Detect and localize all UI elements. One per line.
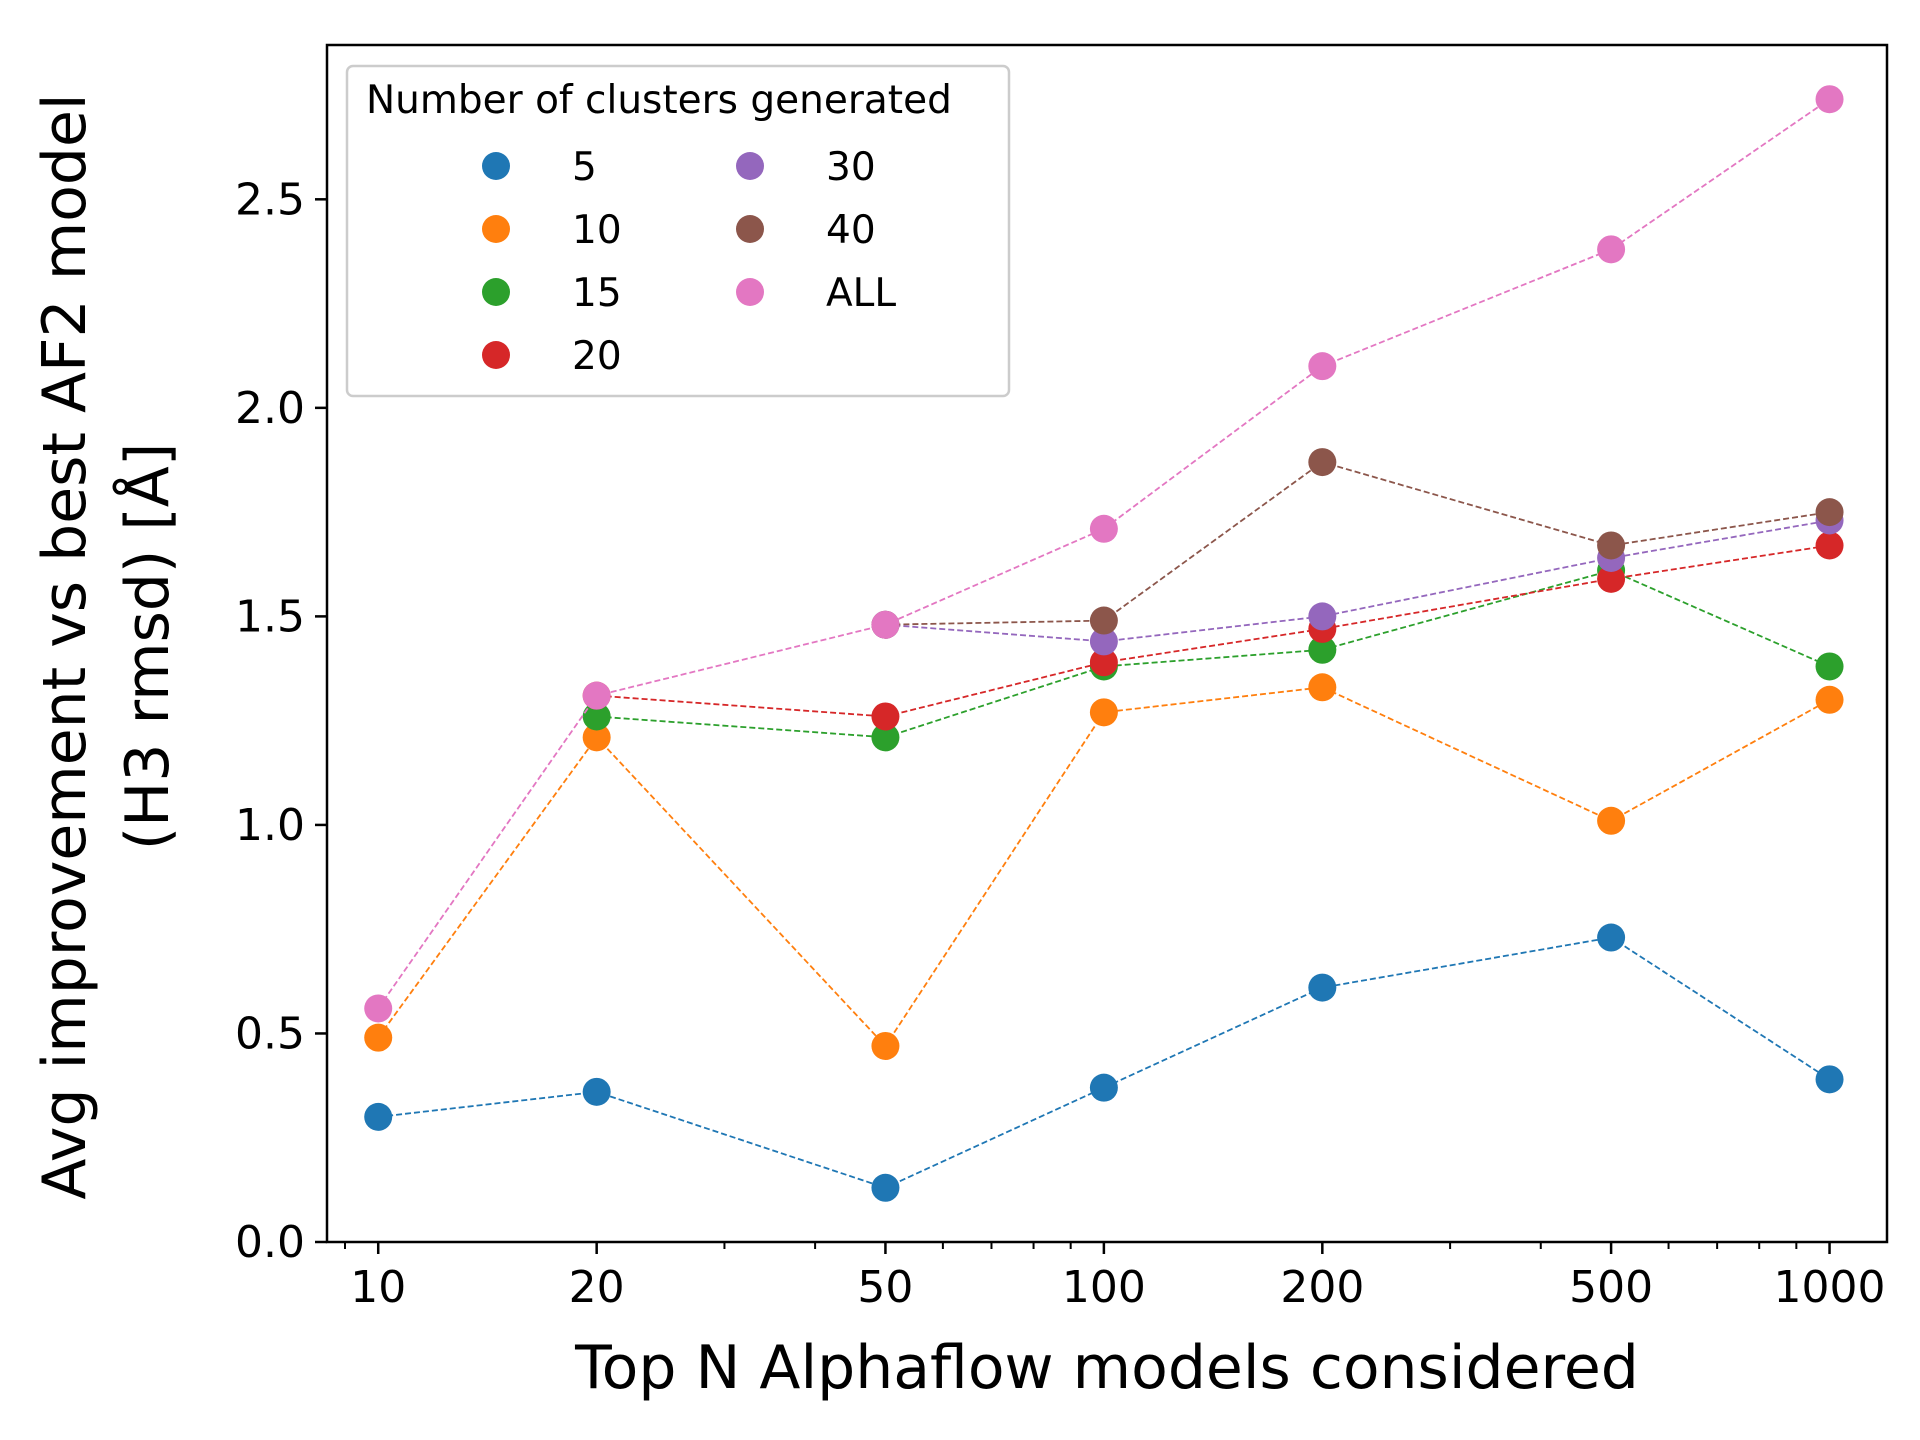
data-point bbox=[871, 1173, 900, 1202]
x-axis-title: Top N Alphaflow models considered bbox=[574, 1333, 1639, 1403]
legend-marker bbox=[736, 278, 764, 306]
legend-marker bbox=[736, 215, 764, 243]
series-layer bbox=[364, 85, 1844, 1202]
data-point bbox=[1815, 498, 1844, 527]
x-tick-label: 1000 bbox=[1774, 1262, 1886, 1313]
legend-marker bbox=[482, 341, 510, 369]
y-tick-label: 2.5 bbox=[235, 174, 305, 225]
legend-label: 15 bbox=[572, 271, 622, 316]
data-point bbox=[1308, 352, 1337, 381]
data-point bbox=[1089, 606, 1118, 635]
data-point bbox=[1308, 448, 1337, 477]
data-point bbox=[1597, 531, 1626, 560]
data-point bbox=[364, 1102, 393, 1131]
series-all bbox=[364, 85, 1844, 1023]
series-line bbox=[596, 544, 1830, 718]
data-point bbox=[1815, 85, 1844, 114]
data-point bbox=[1597, 923, 1626, 952]
data-point bbox=[1308, 673, 1337, 702]
y-tick-label: 0.0 bbox=[235, 1217, 305, 1268]
y-tick-label: 2.0 bbox=[235, 383, 305, 434]
x-tick-label: 200 bbox=[1280, 1262, 1364, 1313]
data-point bbox=[871, 610, 900, 639]
data-point bbox=[1089, 627, 1118, 656]
legend-label: 5 bbox=[572, 145, 597, 190]
data-point bbox=[1815, 1065, 1844, 1094]
x-tick-label: 500 bbox=[1569, 1262, 1653, 1313]
data-point bbox=[871, 723, 900, 752]
data-point bbox=[1089, 1073, 1118, 1102]
data-point bbox=[1597, 806, 1626, 835]
x-tick-label: 10 bbox=[350, 1262, 406, 1313]
x-tick-label: 100 bbox=[1062, 1262, 1146, 1313]
series-10 bbox=[364, 673, 1844, 1060]
data-point bbox=[1308, 973, 1337, 1002]
y-tick-label: 1.5 bbox=[235, 591, 305, 642]
x-tick-label: 50 bbox=[857, 1262, 913, 1313]
legend-marker bbox=[482, 152, 510, 180]
ticks-layer: 0.0 0.5 1.0 1.5 2.0 2.5 10 20 50 100 200 500 1000 bbox=[235, 174, 1886, 1313]
plot-frame bbox=[325, 43, 1889, 1244]
legend-label: ALL bbox=[826, 271, 896, 316]
data-point bbox=[582, 723, 611, 752]
y-tick-label: 1.0 bbox=[235, 800, 305, 851]
data-point bbox=[1089, 514, 1118, 543]
data-point bbox=[1815, 685, 1844, 714]
legend: Number of clusters generated 5 10 15 20 30 40… bbox=[345, 64, 1011, 398]
y-axis-title-line-2: (H3 rmsd) [Å] bbox=[112, 443, 183, 851]
legend-title: Number of clusters generated bbox=[366, 78, 952, 123]
legend-label: 40 bbox=[826, 208, 876, 253]
data-point bbox=[582, 1077, 611, 1106]
series-5 bbox=[364, 923, 1844, 1202]
data-point bbox=[1308, 635, 1337, 664]
y-tick-label: 0.5 bbox=[235, 1008, 305, 1059]
series-line bbox=[885, 519, 1830, 643]
data-point bbox=[1597, 564, 1626, 593]
data-point bbox=[364, 1023, 393, 1052]
data-point bbox=[1815, 652, 1844, 681]
data-point bbox=[1089, 698, 1118, 727]
legend-marker bbox=[482, 215, 510, 243]
y-axis-title-line-1: Avg improvement vs best AF2 model bbox=[30, 93, 100, 1199]
data-point bbox=[1597, 235, 1626, 264]
legend-marker bbox=[482, 278, 510, 306]
data-point bbox=[582, 702, 611, 731]
data-point bbox=[364, 994, 393, 1023]
legend-label: 20 bbox=[572, 334, 622, 379]
data-point bbox=[871, 702, 900, 731]
data-point bbox=[1089, 648, 1118, 677]
x-tick-label: 20 bbox=[569, 1262, 625, 1313]
legend-box bbox=[345, 64, 1011, 398]
data-point bbox=[1308, 602, 1337, 631]
data-point bbox=[871, 1031, 900, 1060]
data-point bbox=[582, 681, 611, 710]
legend-label: 30 bbox=[826, 145, 876, 190]
legend-label: 10 bbox=[572, 208, 622, 253]
legend-marker bbox=[736, 152, 764, 180]
data-point bbox=[1815, 531, 1844, 560]
